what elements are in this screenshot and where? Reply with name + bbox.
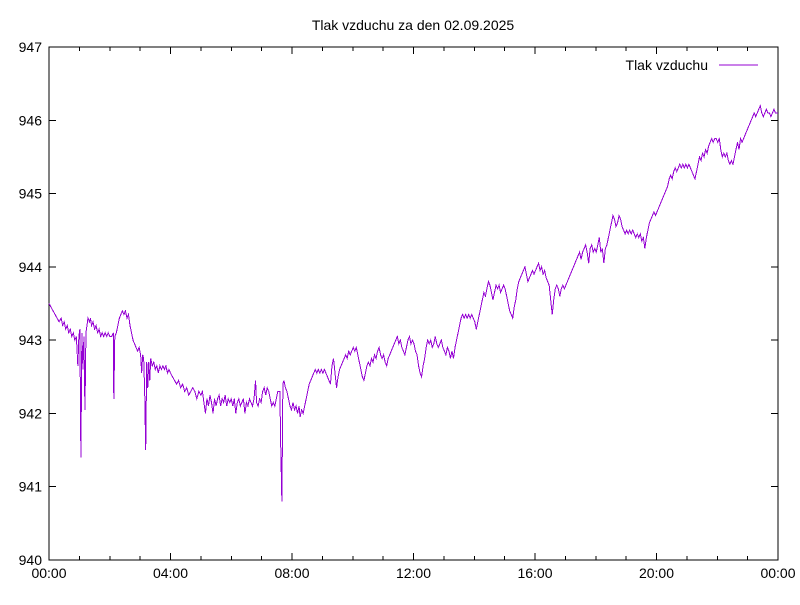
x-axis-tick-label: 00:00 bbox=[760, 565, 795, 581]
y-axis-tick-label: 944 bbox=[19, 259, 43, 275]
x-axis-tick-label: 20:00 bbox=[639, 565, 674, 581]
x-axis-tick-label: 08:00 bbox=[274, 565, 309, 581]
x-axis-tick-label: 04:00 bbox=[153, 565, 188, 581]
chart-title: Tlak vzduchu za den 02.09.2025 bbox=[312, 17, 515, 33]
y-axis-tick-label: 945 bbox=[19, 186, 43, 202]
y-axis-tick-label: 940 bbox=[19, 552, 43, 568]
x-axis-tick-label: 00:00 bbox=[31, 565, 66, 581]
plot-border bbox=[48, 46, 779, 561]
legend: Tlak vzduchu bbox=[626, 57, 758, 73]
y-axis-tick-label: 946 bbox=[19, 112, 43, 128]
y-axis-tick-label: 943 bbox=[19, 332, 43, 348]
pressure-line bbox=[48, 103, 778, 502]
legend-label: Tlak vzduchu bbox=[626, 57, 708, 73]
x-axis-tick-label: 16:00 bbox=[517, 565, 552, 581]
x-axis-tick-label: 12:00 bbox=[396, 565, 431, 581]
axes: 00:00 04:00 08:00 12:00 16:00 20:00 00:0094094… bbox=[19, 39, 796, 581]
y-axis-tick-label: 941 bbox=[19, 479, 43, 495]
y-axis-tick-label: 947 bbox=[19, 39, 43, 55]
pressure-line-group bbox=[48, 103, 778, 502]
y-axis-tick-label: 942 bbox=[19, 405, 43, 421]
